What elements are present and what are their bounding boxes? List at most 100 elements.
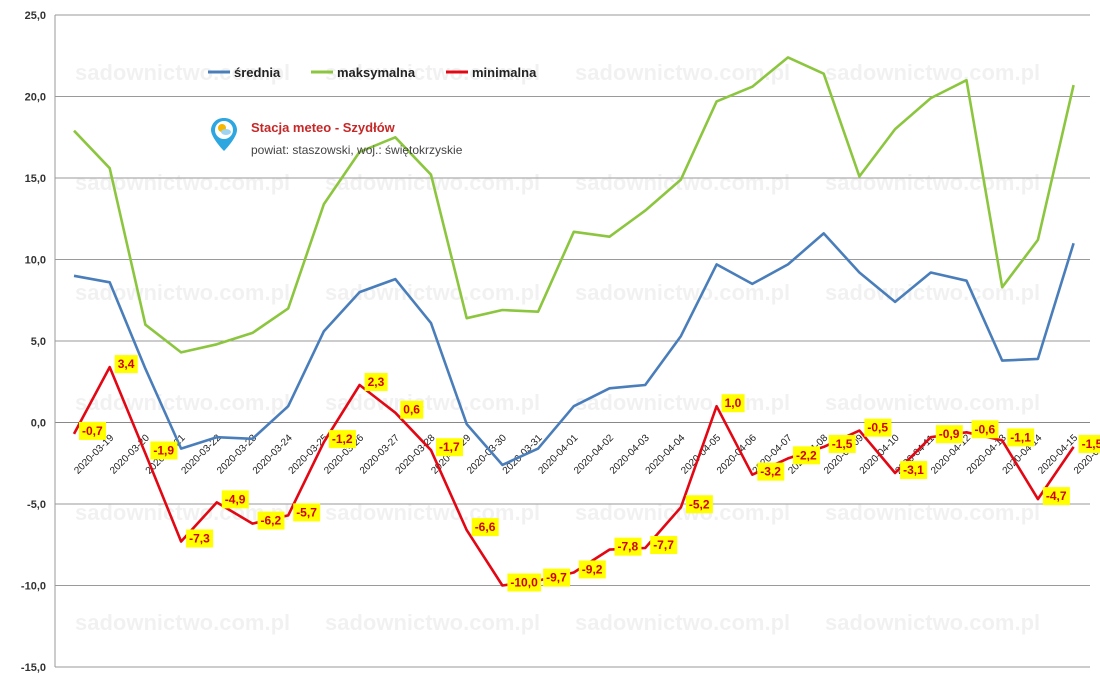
y-tick-label: 25,0 xyxy=(25,10,46,22)
data-label: -0,7 xyxy=(79,421,107,440)
data-label-text: -1,5 xyxy=(832,437,853,451)
data-label-text: -7,7 xyxy=(653,538,674,552)
data-label-box xyxy=(578,560,606,579)
data-label: 2,3 xyxy=(364,373,388,392)
data-label: -6,2 xyxy=(257,511,285,530)
data-label: 0,6 xyxy=(400,400,424,419)
series-line-maksymalna xyxy=(73,56,1075,354)
data-label-text: -6,2 xyxy=(261,514,282,528)
data-label-box xyxy=(864,418,892,437)
data-label-box xyxy=(614,537,642,556)
y-tick-label: 0,0 xyxy=(31,418,46,430)
watermark-text: sadownictwo.com.pl xyxy=(325,610,540,635)
data-label: -1,7 xyxy=(436,438,464,457)
data-label-text: -6,6 xyxy=(475,520,496,534)
data-label-box xyxy=(828,434,856,453)
data-label-text: -3,2 xyxy=(760,465,781,479)
data-label-text: -7,8 xyxy=(618,540,639,554)
data-label-text: -0,6 xyxy=(975,422,996,436)
data-label-box xyxy=(1007,428,1035,447)
data-label: -0,6 xyxy=(971,420,999,439)
data-label-text: 0,6 xyxy=(403,403,420,417)
data-label-box xyxy=(1042,487,1070,506)
data-label-box xyxy=(507,573,542,592)
watermark-text: sadownictwo.com.pl xyxy=(575,60,790,85)
data-label-text: -2,2 xyxy=(796,448,817,462)
data-label: -4,9 xyxy=(221,490,249,509)
data-label: -9,2 xyxy=(578,560,606,579)
y-tick-label: 10,0 xyxy=(25,255,46,267)
data-label-text: -5,7 xyxy=(296,505,317,519)
data-label-text: -3,1 xyxy=(903,463,924,477)
watermark-text: sadownictwo.com.pl xyxy=(325,280,540,305)
data-label: -0,9 xyxy=(935,425,963,444)
data-label-text: 3,4 xyxy=(118,357,135,371)
data-label-box xyxy=(793,446,821,465)
data-label-box xyxy=(935,425,963,444)
data-label: -0,5 xyxy=(864,418,892,437)
data-label-text: -7,3 xyxy=(189,531,210,545)
watermark-text: sadownictwo.com.pl xyxy=(325,390,540,415)
data-label-box xyxy=(436,438,464,457)
data-label-box xyxy=(721,394,745,413)
y-tick-label: -10,0 xyxy=(21,581,46,593)
location-pin-weather-icon xyxy=(211,118,237,151)
data-label-box xyxy=(186,529,214,548)
data-label: -3,1 xyxy=(900,461,928,480)
data-label-text: -1,2 xyxy=(332,432,353,446)
data-label-box xyxy=(900,461,928,480)
data-label: 3,4 xyxy=(114,355,138,374)
data-label: -9,7 xyxy=(543,568,571,587)
watermark-text: sadownictwo.com.pl xyxy=(825,610,1040,635)
data-label-text: 2,3 xyxy=(368,375,385,389)
data-label-text: -1,9 xyxy=(153,443,174,457)
data-label: -1,5 xyxy=(1078,434,1100,453)
y-tick-label: 15,0 xyxy=(25,173,46,185)
watermark-text: sadownictwo.com.pl xyxy=(575,280,790,305)
data-label-text: -5,2 xyxy=(689,497,710,511)
data-label-box xyxy=(971,420,999,439)
watermark-text: sadownictwo.com.pl xyxy=(75,280,290,305)
data-label-text: -10,0 xyxy=(510,576,538,590)
watermark-text: sadownictwo.com.pl xyxy=(325,60,540,85)
data-label-box xyxy=(114,355,138,374)
watermark-text: sadownictwo.com.pl xyxy=(575,390,790,415)
data-label-text: -4,9 xyxy=(225,492,246,506)
grid-lines xyxy=(54,14,1090,668)
data-label-text: -0,9 xyxy=(939,427,960,441)
data-label-box xyxy=(293,503,321,522)
watermark-text: sadownictwo.com.pl xyxy=(75,610,290,635)
data-label-box xyxy=(471,518,499,537)
data-label-text: -9,7 xyxy=(546,571,567,585)
y-axis-ticks: -15,0 -10,0 -5,0 0,0 5,0 10,0 15,0 20,0 25,0 xyxy=(21,10,46,674)
watermark-text: sadownictwo.com.pl xyxy=(75,60,290,85)
data-label: -1,5 xyxy=(828,434,856,453)
watermark-text: sadownictwo.com.pl xyxy=(825,390,1040,415)
series-line-średnia xyxy=(73,232,1075,467)
data-label: -1,1 xyxy=(1007,428,1035,447)
station-info: Stacja meteo - Szydłów powiat: staszowsk… xyxy=(211,118,463,157)
data-label: -3,2 xyxy=(757,462,785,481)
data-label-text: -4,7 xyxy=(1046,489,1067,503)
watermark-text: sadownictwo.com.pl xyxy=(575,610,790,635)
data-label: -5,7 xyxy=(293,503,321,522)
watermark-text: sadownictwo.com.pl xyxy=(825,280,1040,305)
data-label: -1,9 xyxy=(150,441,178,460)
y-tick-label: 5,0 xyxy=(31,336,46,348)
legend-entry-label: minimalna xyxy=(472,65,537,80)
data-label-box xyxy=(257,511,285,530)
data-label-text: -1,1 xyxy=(1010,430,1031,444)
y-tick-label: -15,0 xyxy=(21,662,46,674)
watermark-text: sadownictwo.com.pl xyxy=(75,170,290,195)
y-tick-label: -5,0 xyxy=(27,499,46,511)
legend-entry-label: maksymalna xyxy=(337,65,416,80)
data-label-box xyxy=(543,568,571,587)
data-label-box xyxy=(79,421,107,440)
station-title: Stacja meteo - Szydłów xyxy=(251,120,396,135)
data-label: -7,7 xyxy=(650,536,678,555)
data-label-box xyxy=(221,490,249,509)
data-label-text: -9,2 xyxy=(582,562,603,576)
watermark-layer: sadownictwo.com.pl sadownictwo.com.pl sado… xyxy=(75,60,1040,635)
data-label: -1,2 xyxy=(328,430,356,449)
